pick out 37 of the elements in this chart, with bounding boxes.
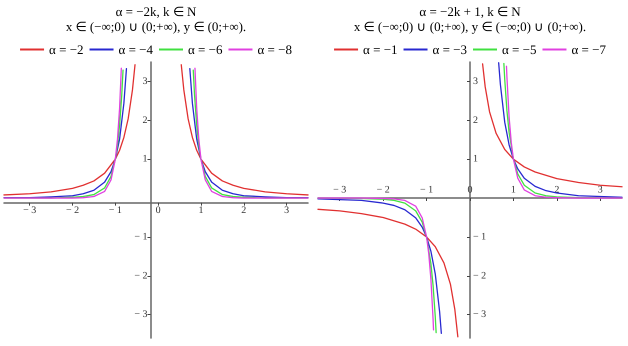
- x-tick-label: − 1: [420, 184, 434, 196]
- chart-subtitle: x ∈ (−∞;0) ∪ (0;+∞), y ∈ (−∞;0) ∪ (0;+∞).: [354, 19, 586, 34]
- x-tick-label: 2: [241, 205, 246, 216]
- y-tick-label: − 2: [134, 270, 148, 282]
- y-tick-label: 2: [142, 114, 148, 126]
- y-tick-label: − 1: [134, 231, 148, 242]
- x-tick-label: − 3: [333, 184, 346, 196]
- y-tick-label: − 2: [473, 270, 486, 282]
- x-tick-label: − 3: [23, 205, 36, 216]
- y-tick-label: 3: [473, 76, 478, 87]
- x-tick-label: − 1: [108, 205, 122, 216]
- chart-title: α = −2k, k ∈ N: [116, 4, 198, 19]
- y-tick-label: 1: [473, 154, 478, 165]
- legend-label: α = −5: [502, 42, 536, 57]
- y-tick-label: − 1: [473, 231, 486, 242]
- y-tick-label: 3: [142, 76, 148, 87]
- legend-label: α = −2: [49, 42, 84, 57]
- legend-label: α = −8: [257, 42, 292, 57]
- legend-label: α = −6: [188, 42, 223, 57]
- y-tick-label: − 3: [134, 309, 148, 320]
- legend-label: α = −7: [571, 42, 606, 57]
- legend-label: α = −4: [118, 42, 154, 57]
- chart-title: α = −2k + 1, k ∈ N: [419, 4, 522, 19]
- x-tick-label: 3: [284, 205, 290, 216]
- legend-label: α = −1: [363, 42, 398, 57]
- legend-label: α = −3: [432, 42, 468, 57]
- x-tick-label: 2: [554, 184, 560, 196]
- chart-subtitle: x ∈ (−∞;0) ∪ (0;+∞), y ∈ (0;+∞).: [66, 19, 246, 34]
- x-tick-label: − 2: [376, 184, 390, 196]
- x-tick-label: 1: [510, 184, 516, 196]
- x-tick-label: 3: [598, 184, 603, 196]
- y-tick-label: 1: [142, 154, 148, 165]
- x-tick-label: 0: [156, 205, 161, 216]
- x-tick-label: − 2: [66, 205, 80, 216]
- y-tick-label: − 3: [473, 309, 486, 320]
- y-tick-label: 2: [473, 114, 478, 126]
- x-tick-label: 1: [198, 205, 204, 216]
